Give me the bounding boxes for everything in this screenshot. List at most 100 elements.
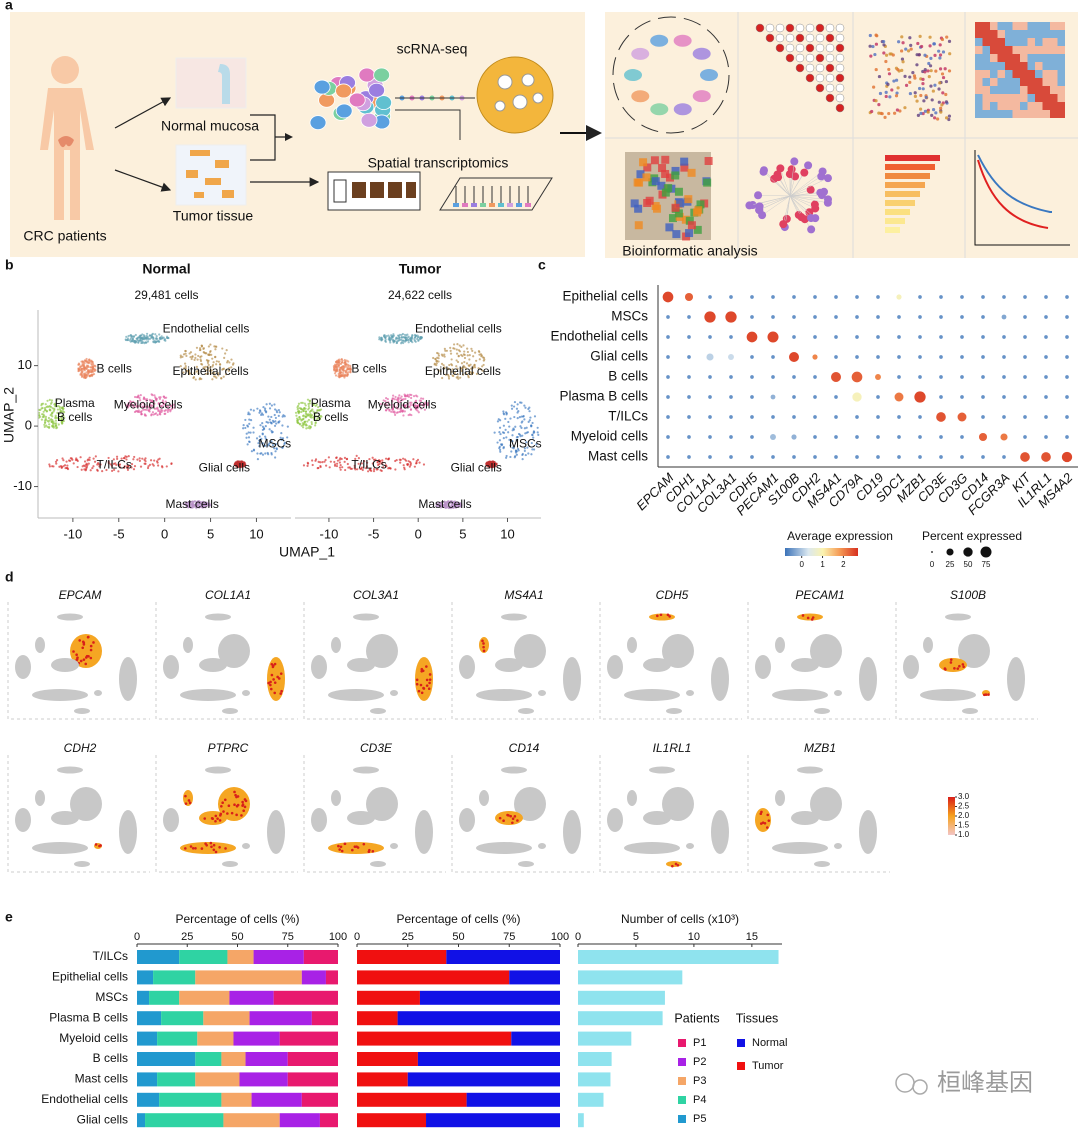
umap-point [338,375,341,379]
feature-speck [242,809,245,813]
umap-point [205,369,208,372]
bar-segment [239,1072,288,1087]
umap-point [510,450,513,453]
umap-point [152,464,155,467]
umap-point [202,350,205,354]
umap-point [314,459,317,462]
umap-point [397,396,400,399]
umap-point [157,464,160,467]
umap-point [105,468,108,472]
umap-point [86,373,90,376]
umap-point [521,458,524,461]
feature-speck [420,691,424,695]
row-label: MSCs [611,309,648,324]
umap-point [491,460,494,463]
umap-point [273,424,277,427]
color-tick-label: 1 [820,560,825,569]
x-tick-label: 5 [207,526,214,541]
dot [813,335,817,339]
umap-point [335,368,339,371]
thumb-point [929,84,933,88]
umap-point [101,470,104,473]
dot [1044,395,1048,399]
bar-segment [357,1072,408,1087]
umap-point [349,366,352,369]
y-tick-label: -10 [13,478,32,493]
feature-silhouette [51,658,79,672]
umap-point [129,340,132,343]
feature-speck [425,665,428,668]
dot [876,435,880,439]
dot [918,415,922,419]
thumb-point [938,67,943,71]
umap-point [48,423,51,426]
dot [1041,452,1051,462]
umap-point [321,461,324,464]
umap-point [533,431,536,434]
umap-point [91,360,94,364]
thumb-point [877,111,881,115]
umap-point [527,407,530,411]
dot [1023,415,1027,419]
thumb-cell [1005,70,1013,78]
thumb-point [927,61,931,66]
umap-point [241,465,244,468]
thumb-dot [785,53,795,63]
feature-speck [270,673,274,677]
dot [704,311,716,323]
bar-segment [249,1011,312,1026]
thumb-cell [990,30,998,38]
umap-point [409,408,413,411]
feature-speck [222,810,225,813]
dot [687,415,691,419]
umap-point [521,420,524,423]
umap-point [126,337,130,340]
cluster-label: MSCs [509,436,542,450]
umap-point [341,371,344,374]
thumb-point [874,99,878,103]
dot [939,395,943,399]
umap-point [388,339,392,342]
umap-point [136,458,139,461]
thumb-point [882,43,886,47]
umap-point [138,339,141,342]
thumb-node [745,201,754,210]
umap-point [453,347,456,350]
umap-point [423,408,427,411]
umap-point [261,432,264,435]
dot [1065,335,1069,339]
color-tick-label: 2.0 [958,811,970,820]
umap-point [392,333,395,336]
umap-point [302,409,305,413]
umap-point [209,350,212,354]
dot [666,455,670,459]
umap-point [162,402,165,405]
umap-point [262,406,265,409]
umap-point [471,366,475,369]
umap-point [71,458,74,461]
feature-speck [212,848,216,852]
umap-point [499,419,502,422]
umap-point [44,408,47,411]
thumb-cell [1027,38,1035,46]
thumb-spot [674,187,683,196]
umap-point [517,449,520,452]
thumb-cell [975,78,983,86]
umap-point [523,427,526,430]
umap-point [511,446,514,449]
umap-point [130,336,133,339]
thumb-point [870,109,874,114]
umap-point [79,372,82,375]
umap-point [257,442,260,445]
thumb-point [903,106,907,110]
umap-point [153,402,156,405]
umap-point [456,343,459,346]
umap-point [275,422,278,425]
feature-speck [987,693,990,696]
thumb-point [921,82,925,86]
umap-point [54,423,58,427]
umap-point [355,454,358,457]
umap-point [400,336,403,339]
watermark: 桓峰基因 [937,1069,1033,1096]
thumb-point [908,80,912,84]
